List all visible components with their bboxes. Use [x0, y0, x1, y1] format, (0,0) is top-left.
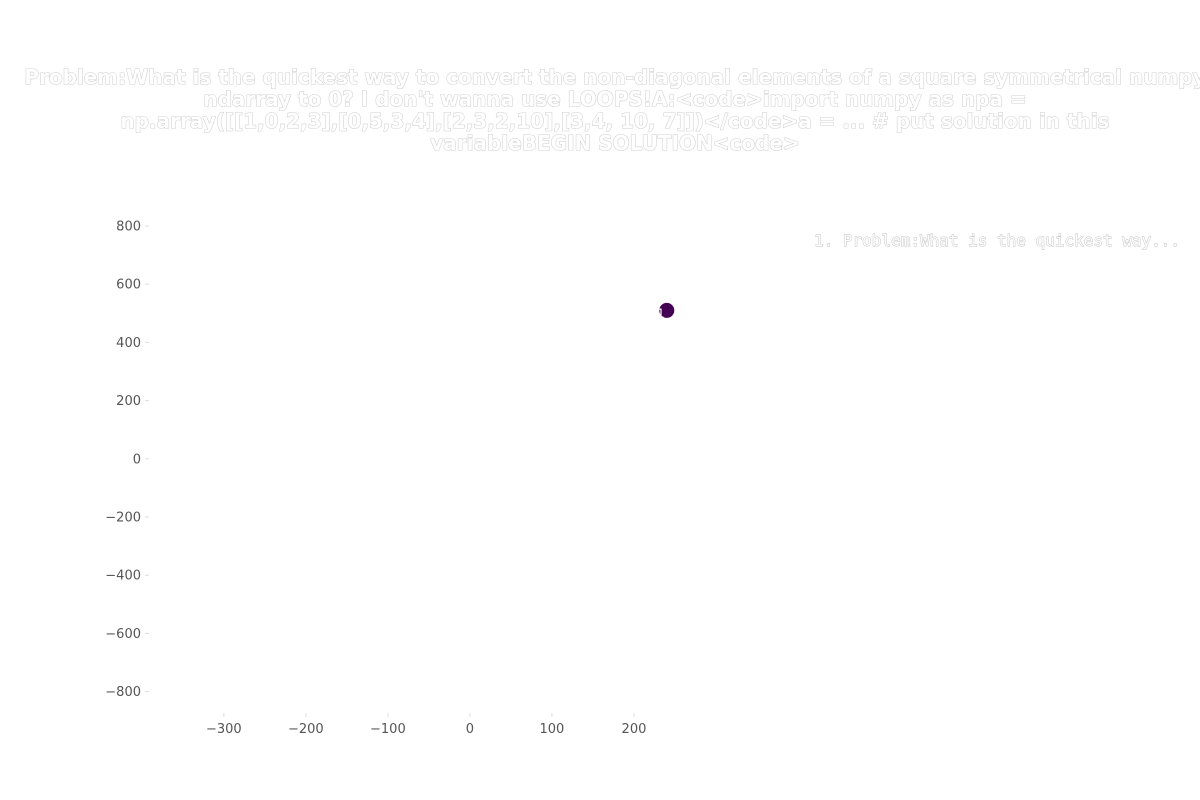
chart-title: Problem:What is the quickest way to conv…	[24, 64, 1200, 155]
legend: 1. Problem:What is the quickest way...	[814, 231, 1181, 251]
x-tick-label: 100	[540, 722, 565, 737]
data-point	[659, 302, 675, 318]
y-tick-label: 600	[116, 278, 141, 293]
plot-area	[150, 226, 716, 712]
y-tick-label: −800	[105, 685, 141, 700]
x-tick-label: −300	[206, 722, 242, 737]
x-tick-label: −200	[288, 722, 324, 737]
y-tick-label: −600	[105, 627, 141, 642]
y-tick-label: 800	[116, 220, 141, 235]
x-tick-label: −100	[370, 722, 406, 737]
title-line: np.array([[1,0,2,3],[0,5,3,4],[2,3,2,10]…	[120, 109, 1109, 133]
y-tick-label: −400	[105, 569, 141, 584]
title-line: variableBEGIN SOLUTION<code>	[430, 131, 799, 155]
title-line: ndarray to 0? I don't wanna use LOOPS!A:…	[203, 87, 1026, 111]
x-axis: −300 −200 −100 0 100 200	[206, 713, 646, 737]
data-points: 1	[657, 302, 675, 320]
x-tick-label: 200	[622, 722, 647, 737]
y-tick-label: 400	[116, 336, 141, 351]
y-tick-label: −200	[105, 511, 141, 526]
y-tick-label: 0	[133, 452, 141, 467]
legend-entry: 1. Problem:What is the quickest way...	[814, 231, 1180, 250]
plot-background	[150, 226, 716, 712]
y-tick-label: 200	[116, 394, 141, 409]
y-axis: 800 600 400 200 0 −200 −400 −600 −800	[105, 220, 149, 700]
x-tick-label: 0	[466, 722, 474, 737]
title-line: Problem:What is the quickest way to conv…	[24, 65, 1200, 89]
data-point-label: 1	[657, 306, 665, 320]
